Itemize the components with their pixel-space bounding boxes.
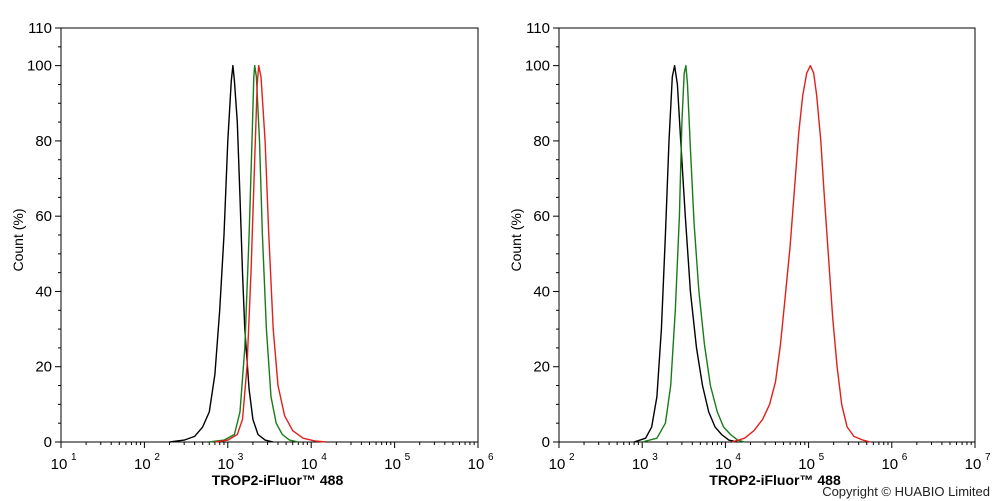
x-tick-label: 10 [798,456,815,473]
x-tick-exponent: 6 [488,452,494,463]
y-tick-label: 0 [44,434,52,451]
x-tick-exponent: 5 [819,452,825,463]
x-tick-label: 10 [549,456,566,473]
series-line-1 [169,64,274,443]
y-tick-label: 110 [526,20,550,37]
y-axis-title: Count (%) [10,208,26,271]
y-axis-title: Count (%) [508,208,524,271]
y-tick-label: 60 [35,208,52,225]
x-tick-exponent: 1 [71,452,77,463]
y-tick-label: 60 [533,208,550,225]
y-tick-label: 100 [525,58,550,75]
plot-frame [558,27,976,443]
y-tick-label: 40 [533,283,550,300]
x-tick-exponent: 6 [902,452,908,463]
series-line-3 [731,64,871,443]
x-axis-title: TROP2-iFluor™ 488 [212,472,344,488]
y-tick-label: 40 [35,283,52,300]
y-tick-label: 110 [28,20,52,37]
y-tick-label: 80 [533,133,550,150]
x-tick-exponent: 3 [652,452,658,463]
y-tick-label: 100 [27,58,52,75]
x-tick-label: 10 [965,456,982,473]
y-tick-label: 80 [35,133,52,150]
x-tick-label: 10 [134,456,151,473]
x-tick-label: 10 [384,456,401,473]
copyright-text: Copyright © HUABIO Limited [822,484,990,499]
x-tick-exponent: 5 [405,452,411,463]
x-tick-label: 10 [217,456,234,473]
x-tick-exponent: 4 [321,452,327,463]
x-tick-exponent: 4 [735,452,741,463]
x-tick-label: 10 [715,456,732,473]
x-tick-label: 10 [51,456,68,473]
x-tick-label: 10 [468,456,485,473]
x-tick-label: 10 [632,456,649,473]
y-tick-label: 0 [542,434,550,451]
y-tick-label: 20 [35,359,52,376]
series-line-3 [214,64,326,443]
x-tick-exponent: 7 [985,452,991,463]
x-tick-label: 10 [881,456,898,473]
series-line-2 [642,64,745,443]
x-axis-title: TROP2-iFluor™ 488 [709,472,841,488]
x-tick-exponent: 2 [154,452,160,463]
y-tick-label: 20 [533,359,550,376]
series-line-2 [209,64,299,443]
series-line-1 [633,64,738,443]
x-tick-exponent: 3 [238,452,244,463]
x-tick-exponent: 2 [569,452,575,463]
x-tick-label: 10 [301,456,318,473]
